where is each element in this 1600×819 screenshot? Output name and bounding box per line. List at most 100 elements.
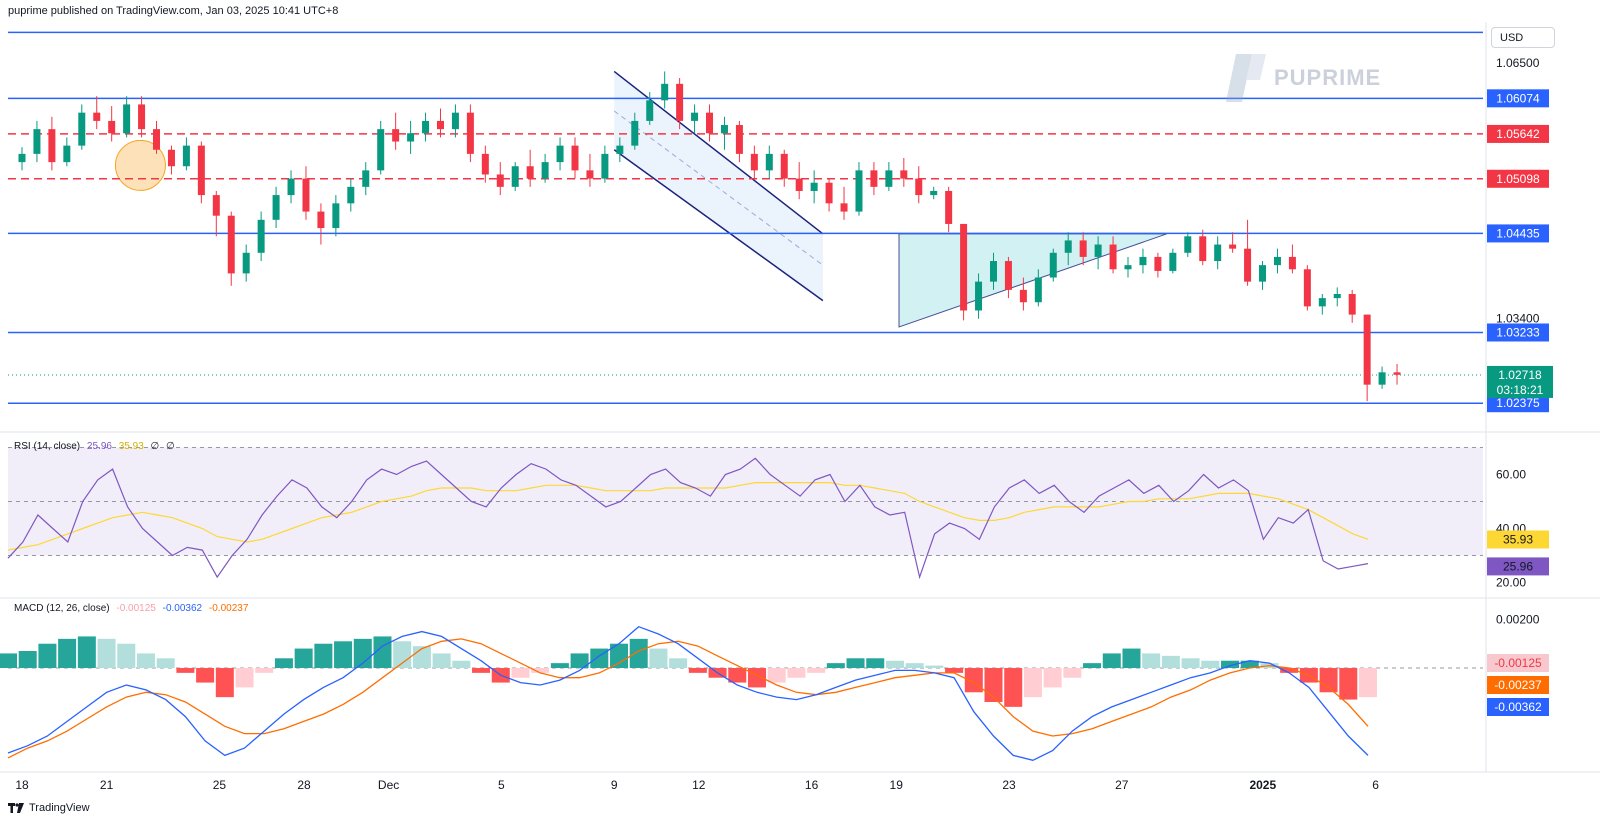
price-tick-label: 1.03400 bbox=[1496, 312, 1540, 326]
candle bbox=[795, 162, 803, 200]
candle bbox=[1244, 219, 1252, 286]
candle-body bbox=[496, 174, 504, 187]
macd-hist-bar bbox=[728, 668, 747, 683]
macd-hist-bar bbox=[511, 668, 530, 678]
candle bbox=[780, 149, 788, 187]
last-price-text: 1.02718 bbox=[1498, 368, 1542, 382]
macd-hist-bar bbox=[1102, 653, 1121, 668]
candle-body bbox=[631, 120, 639, 146]
candle bbox=[646, 92, 654, 126]
candle-body bbox=[945, 190, 953, 224]
candle-body bbox=[1348, 294, 1356, 315]
channel-fill bbox=[614, 71, 823, 301]
rsi-value-label-text: 25.96 bbox=[1503, 559, 1533, 573]
rsi-empty-2: ∅ bbox=[166, 441, 175, 452]
candle bbox=[377, 120, 385, 175]
candle bbox=[1273, 248, 1281, 274]
candle-body bbox=[153, 129, 161, 150]
candle bbox=[18, 147, 26, 171]
tradingview-footer[interactable]: TradingView bbox=[8, 802, 90, 814]
candle bbox=[960, 223, 968, 321]
rsi-value-label: 35.93 bbox=[1487, 530, 1549, 549]
time-tick-label: 16 bbox=[805, 778, 819, 792]
countdown-text: 03:18:21 bbox=[1497, 383, 1544, 397]
candle bbox=[975, 273, 983, 319]
price-level-label-text: 1.04435 bbox=[1496, 226, 1540, 240]
candle-body bbox=[108, 120, 116, 134]
macd-hist-bar bbox=[787, 668, 806, 678]
candle bbox=[1049, 248, 1057, 282]
candle-body bbox=[1273, 256, 1281, 266]
candle-body bbox=[511, 166, 519, 187]
rsi-legend[interactable]: RSI (14, close) 25.96 35.93 ∅ ∅ bbox=[14, 441, 179, 452]
candle bbox=[272, 186, 280, 229]
macd-hist-bar bbox=[215, 668, 234, 698]
price-level-label-bg bbox=[1487, 89, 1549, 108]
candle bbox=[1094, 236, 1102, 270]
candle bbox=[78, 104, 86, 150]
candle-body bbox=[601, 153, 609, 179]
macd-line bbox=[7, 625, 1369, 761]
candle-body bbox=[765, 153, 773, 171]
macd-hist-bar bbox=[669, 658, 688, 668]
candle-body bbox=[466, 112, 474, 154]
candle bbox=[1318, 294, 1326, 315]
rsi-value: 25.96 bbox=[86, 441, 112, 452]
candle-body bbox=[691, 112, 699, 121]
candle-body bbox=[1139, 256, 1147, 266]
rsi-value-label-bg bbox=[1487, 557, 1549, 576]
price-level-label-text: 1.03233 bbox=[1496, 325, 1540, 339]
price-level-label-text: 1.06074 bbox=[1496, 91, 1540, 105]
candle-body bbox=[18, 153, 26, 163]
macd-hist-bar bbox=[136, 653, 155, 668]
macd-hist-bar bbox=[1359, 668, 1377, 698]
time-tick-label: 27 bbox=[1115, 778, 1129, 792]
candle-body bbox=[407, 133, 415, 142]
candle bbox=[227, 211, 235, 286]
candle bbox=[1229, 232, 1237, 253]
macd-hist-bar bbox=[531, 668, 550, 673]
candle-body bbox=[900, 170, 908, 179]
macd-value-label-text: -0.00237 bbox=[1494, 678, 1542, 692]
rsi-ma-line bbox=[7, 482, 1369, 551]
candle bbox=[1019, 277, 1027, 311]
candle bbox=[511, 162, 519, 191]
candle-body bbox=[706, 112, 714, 134]
candle-body bbox=[1214, 244, 1222, 262]
price-level-label-text: 1.02375 bbox=[1496, 396, 1540, 410]
time-tick-label: Dec bbox=[378, 778, 399, 792]
candle bbox=[108, 106, 116, 142]
currency-selector[interactable]: USD bbox=[1491, 27, 1555, 48]
highlight-circle bbox=[114, 139, 166, 191]
macd-hist-bar bbox=[1043, 668, 1062, 688]
candle bbox=[347, 178, 355, 212]
price-level-label: 1.05642 bbox=[1487, 124, 1549, 143]
macd-title: MACD (12, 26, close) bbox=[14, 603, 110, 614]
candle-body bbox=[347, 186, 355, 204]
candle bbox=[63, 137, 71, 167]
tradingview-brand: TradingView bbox=[29, 802, 90, 814]
publisher-line: puprime published on TradingView.com, Ja… bbox=[8, 5, 339, 17]
candle bbox=[915, 166, 923, 204]
candle bbox=[1064, 232, 1072, 266]
candle-body bbox=[377, 129, 385, 171]
candle bbox=[257, 211, 265, 262]
candle-body bbox=[616, 145, 624, 154]
candle bbox=[362, 162, 370, 196]
channel-lower-line bbox=[613, 149, 824, 302]
candle-body bbox=[1124, 265, 1132, 270]
candle bbox=[945, 186, 953, 233]
candle-body bbox=[735, 125, 743, 154]
candle-body bbox=[676, 83, 684, 121]
macd-legend[interactable]: MACD (12, 26, close) -0.00125 -0.00362 -… bbox=[14, 603, 252, 614]
candle bbox=[661, 71, 669, 109]
macd-hist-bar bbox=[176, 668, 195, 673]
macd-hist-bar bbox=[866, 658, 885, 668]
candle bbox=[1333, 287, 1341, 307]
candle-body bbox=[541, 162, 549, 179]
candle-body bbox=[182, 145, 190, 167]
candle bbox=[392, 112, 400, 150]
candle-body bbox=[915, 178, 923, 196]
puprime-watermark: PUPRIME bbox=[1222, 52, 1381, 104]
